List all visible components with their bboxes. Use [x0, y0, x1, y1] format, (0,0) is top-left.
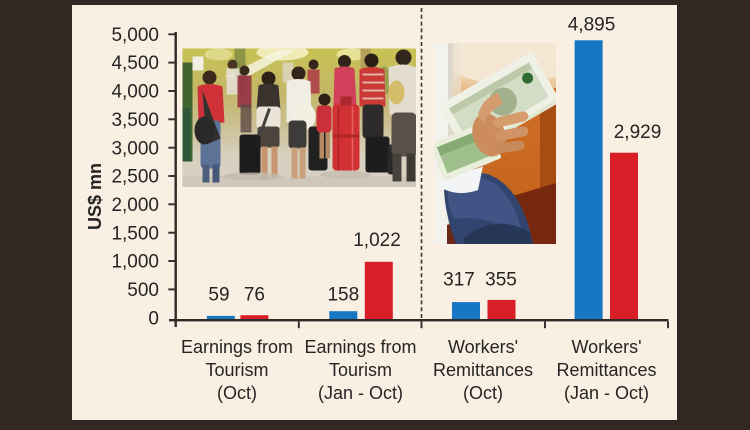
svg-text:Workers': Workers': [571, 337, 641, 357]
svg-text:2,929: 2,929: [614, 122, 662, 143]
svg-text:1,500: 1,500: [111, 223, 159, 244]
svg-text:4,895: 4,895: [568, 15, 616, 36]
svg-text:US$ mn: US$ mn: [85, 163, 105, 230]
svg-text:317: 317: [443, 270, 475, 291]
svg-text:76: 76: [244, 285, 265, 306]
svg-text:Earnings from: Earnings from: [181, 337, 293, 357]
svg-text:(Jan - Oct): (Jan - Oct): [318, 383, 403, 403]
svg-text:158: 158: [327, 285, 359, 306]
svg-text:(Oct): (Oct): [463, 383, 503, 403]
svg-text:Tourism: Tourism: [329, 360, 392, 380]
svg-text:500: 500: [127, 280, 159, 301]
svg-text:5,000: 5,000: [111, 25, 159, 46]
svg-text:59: 59: [208, 285, 229, 306]
svg-text:Remittances: Remittances: [556, 360, 656, 380]
svg-text:4,000: 4,000: [111, 82, 159, 103]
svg-text:3,500: 3,500: [111, 110, 159, 131]
svg-text:Tourism: Tourism: [205, 360, 268, 380]
svg-text:(Jan - Oct): (Jan - Oct): [564, 383, 649, 403]
svg-text:(Oct): (Oct): [217, 383, 257, 403]
svg-text:2,000: 2,000: [111, 195, 159, 216]
svg-text:Workers': Workers': [448, 337, 518, 357]
svg-text:355: 355: [485, 270, 517, 291]
svg-text:2,500: 2,500: [111, 167, 159, 188]
svg-text:Remittances: Remittances: [433, 360, 533, 380]
svg-text:1,022: 1,022: [353, 230, 401, 251]
svg-text:1,000: 1,000: [111, 252, 159, 273]
svg-text:Earnings from: Earnings from: [304, 337, 416, 357]
svg-text:4,500: 4,500: [111, 53, 159, 74]
svg-text:0: 0: [148, 308, 159, 329]
svg-text:3,000: 3,000: [111, 138, 159, 159]
